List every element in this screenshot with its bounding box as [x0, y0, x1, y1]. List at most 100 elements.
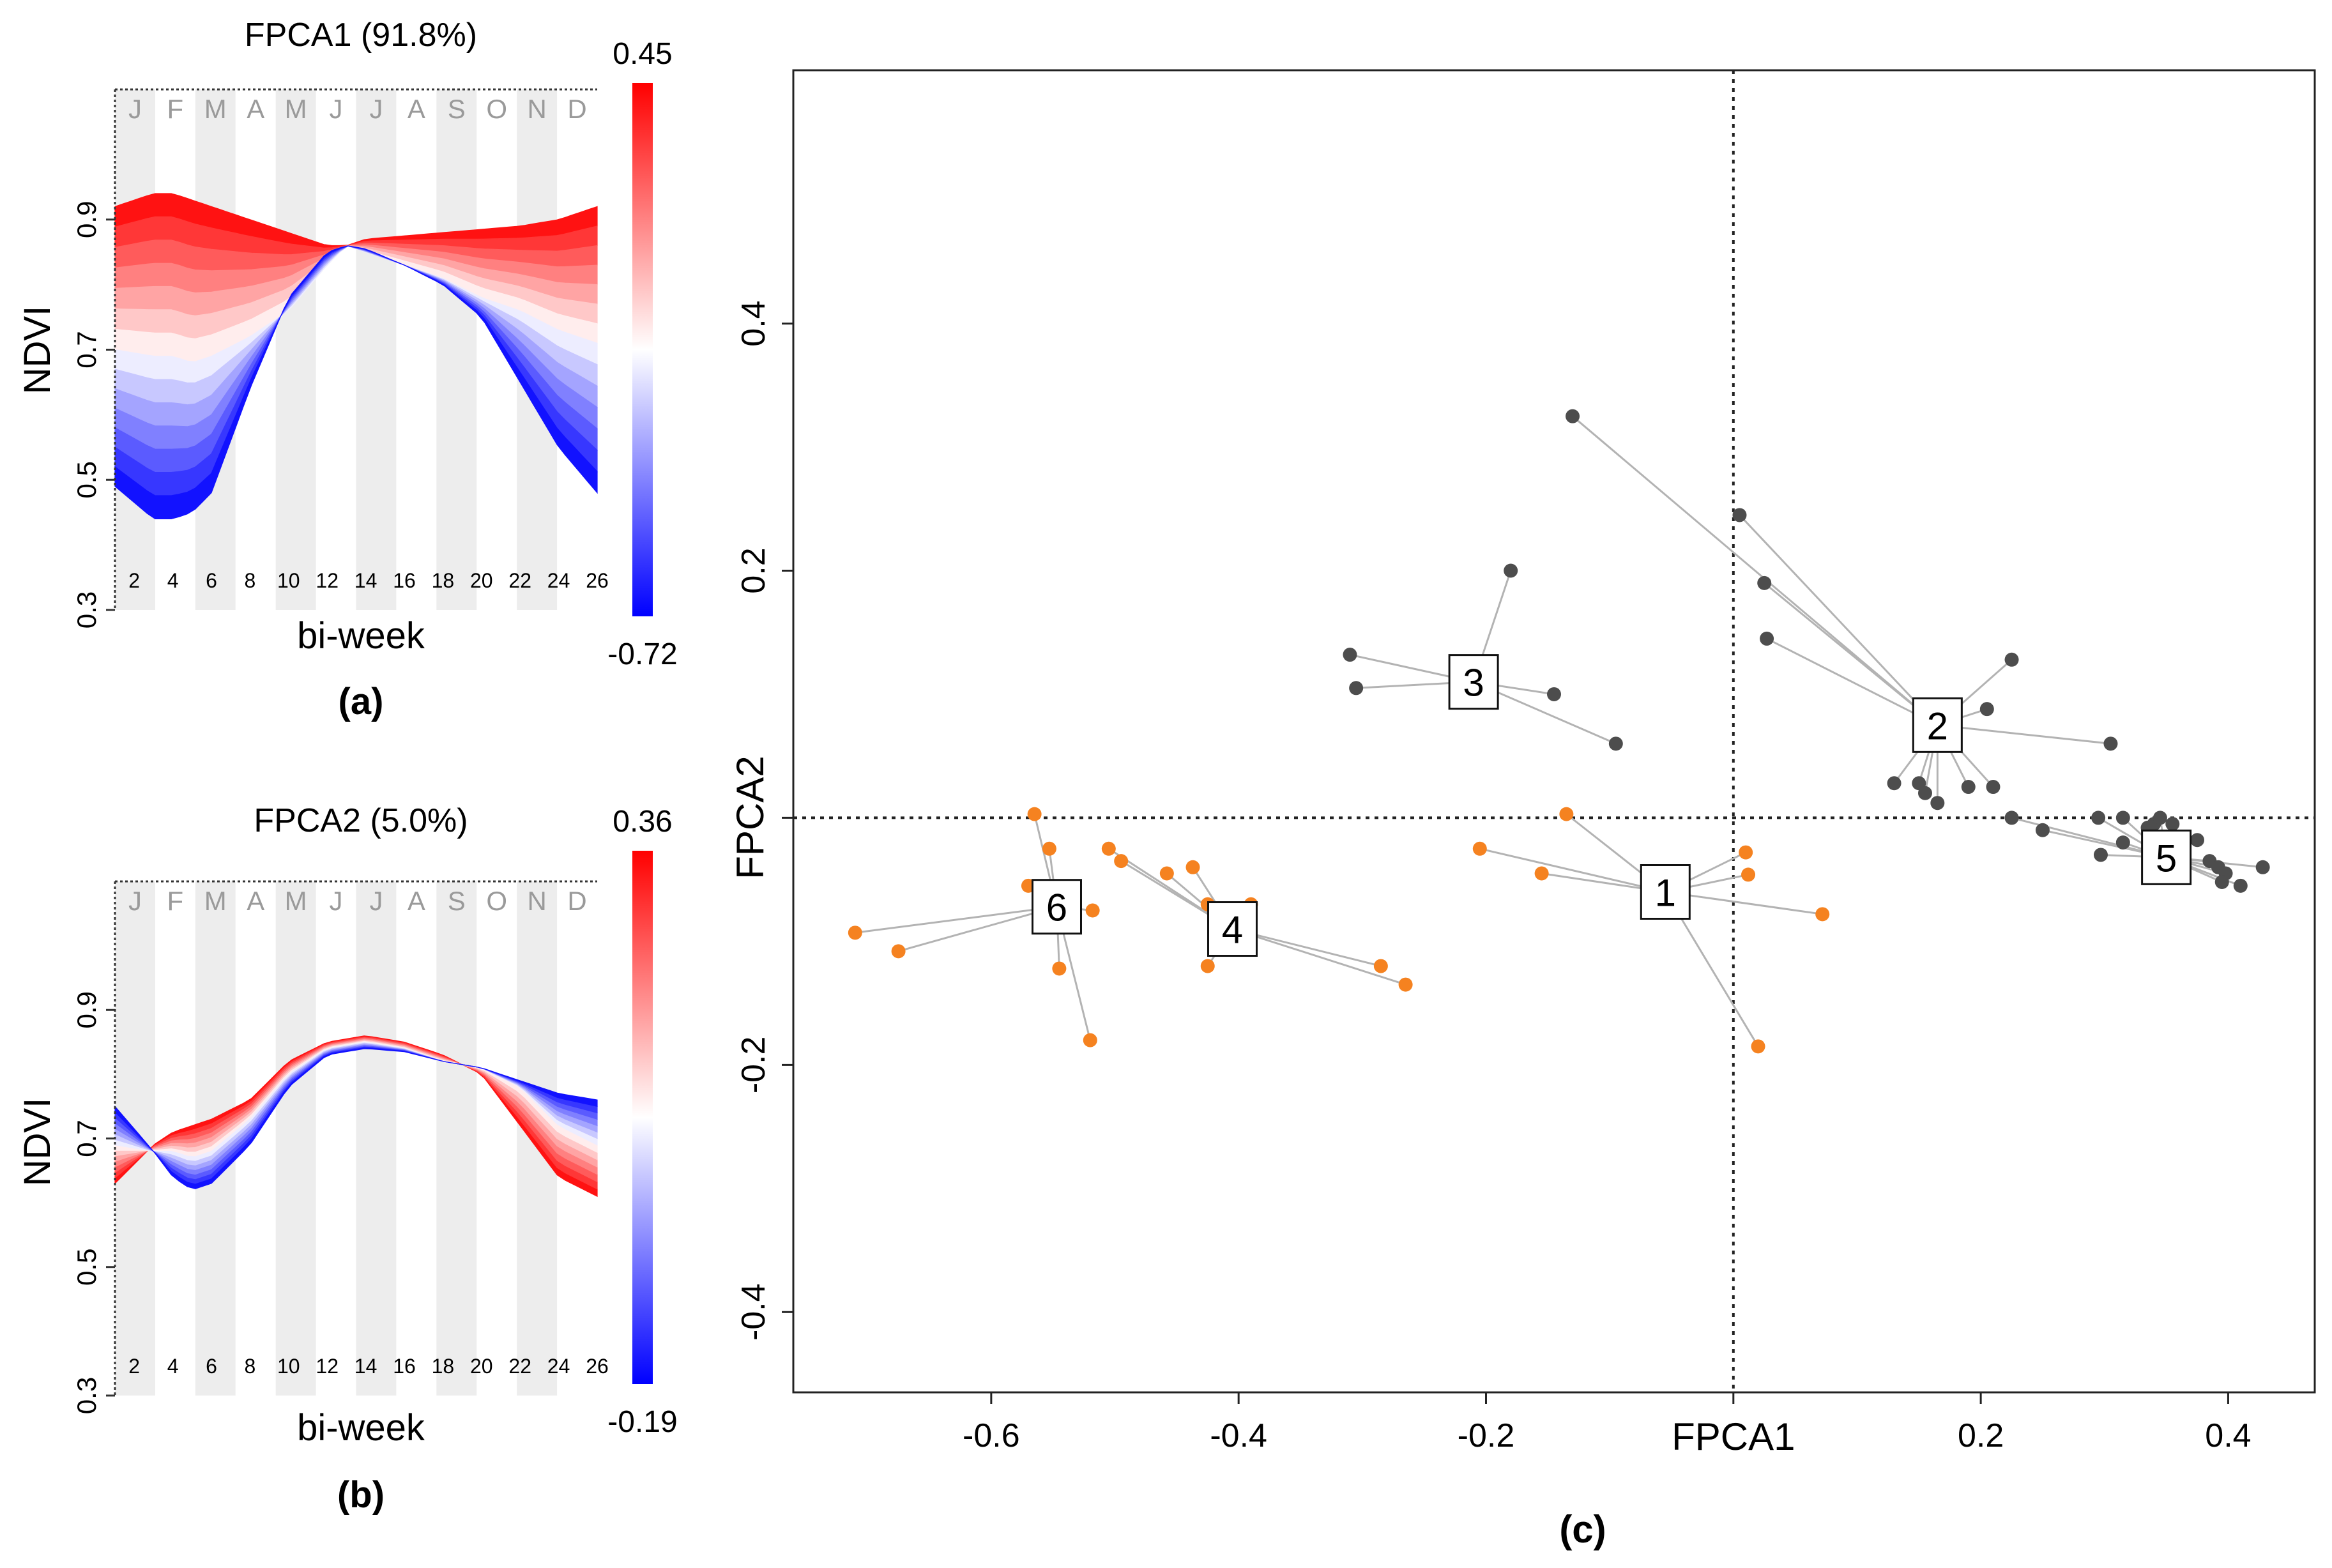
panel-c-point [2093, 848, 2108, 862]
panel-c-point [2153, 811, 2167, 825]
panel-c-point [1986, 780, 2000, 795]
panel-a-x-label: bi-week [297, 615, 425, 657]
b-x-tick-label: 26 [586, 1355, 609, 1378]
panel-c-link-lines [855, 415, 2263, 1047]
panel-c-point [1741, 867, 1756, 882]
panel-c-label: (c) [1559, 1508, 1606, 1551]
panel-c-x-label: FPCA1 [1672, 1415, 1795, 1458]
b-y-tick-label: 0.9 [72, 991, 102, 1028]
a-month-band [356, 89, 397, 610]
a-month-label: F [167, 94, 184, 124]
panel-c: 1 2 3 4 5 6 -0.6 -0.4 -0.2 0.2 0.4 -0.4 -0.2 0.2 0.4… [729, 69, 2316, 1551]
panel-c-point [1979, 702, 1994, 717]
a-x-tick-label: 20 [470, 569, 493, 592]
panel-c-point [1114, 854, 1129, 869]
panel-a-colorbar-max: 0.45 [613, 37, 672, 71]
a-ribbon-band [114, 245, 598, 519]
a-y-tick-label: 0.9 [72, 201, 102, 238]
b-x-tick-label: 20 [470, 1355, 493, 1378]
panel-b-x-label: bi-week [297, 1407, 425, 1449]
panel-c-link-line [1937, 724, 2111, 745]
a-month-band [436, 89, 477, 610]
b-month-label: D [567, 886, 586, 916]
panel-c-cluster-box [1448, 654, 1499, 710]
b-month-label: M [285, 886, 307, 916]
panel-c-point [1815, 907, 1830, 922]
b-x-tick-label: 22 [508, 1355, 531, 1378]
b-x-tick-label: 24 [547, 1355, 570, 1378]
panel-c-x-tick-label: -0.4 [1210, 1417, 1267, 1454]
panel-c-point [1185, 860, 1200, 874]
panel-c-point [1608, 736, 1623, 751]
panel-a-y-ticks: 0.3 0.5 0.7 0.9 [72, 201, 115, 628]
a-month-label: S [448, 94, 466, 124]
a-x-tick-label: 24 [547, 569, 570, 592]
panel-c-link-line [898, 906, 1057, 952]
panel-c-cluster-box [1912, 697, 1963, 753]
b-month-band [436, 881, 477, 1396]
panel-c-point [1930, 796, 1945, 811]
panel-c-point [1343, 648, 1357, 662]
panel-c-point [1200, 959, 1215, 973]
b-y-tick-label: 0.5 [72, 1249, 102, 1286]
panel-c-point [1917, 786, 1932, 800]
panel-a-x-ticks: 2 4 6 8 10 12 14 16 18 20 22 24 26 [128, 569, 608, 592]
b-month-label: J [330, 886, 343, 916]
panel-c-point [1159, 866, 1174, 881]
b-x-tick-label: 10 [277, 1355, 300, 1378]
panel-c-point [1349, 681, 1364, 696]
panel-c-point [1398, 977, 1413, 992]
b-x-tick-label: 16 [393, 1355, 416, 1378]
b-month-label: J [128, 886, 142, 916]
panel-c-point [2190, 833, 2205, 848]
panel-c-point [2214, 875, 2229, 890]
panel-c-x-tick-label: -0.6 [963, 1417, 1020, 1454]
panel-c-point [1101, 841, 1116, 856]
panel-c-cluster-label: 4 [1222, 909, 1243, 952]
b-month-label: F [167, 886, 184, 916]
panel-c-y-label: FPCA2 [729, 756, 772, 879]
a-x-tick-label: 22 [508, 569, 531, 592]
panel-c-point [1887, 776, 1901, 791]
panel-c-point [1083, 1033, 1097, 1047]
a-month-label: J [330, 94, 343, 124]
panel-c-cluster-label: 1 [1655, 871, 1676, 914]
a-month-label: M [204, 94, 227, 124]
a-x-tick-label: 10 [277, 569, 300, 592]
panel-c-point [891, 944, 906, 959]
a-y-tick-label: 0.5 [72, 461, 102, 498]
panel-c-x-ticks: -0.6 -0.4 -0.2 0.2 0.4 [963, 1392, 2252, 1454]
panel-a-colorbar [632, 83, 653, 616]
panel-c-point [1547, 687, 1561, 701]
a-x-tick-label: 16 [393, 569, 416, 592]
panel-c-point [2103, 736, 2118, 751]
panel-b-x-ticks: 2 4 6 8 10 12 14 16 18 20 22 24 26 [128, 1355, 608, 1378]
panel-c-point [1757, 575, 1772, 590]
a-month-label: A [247, 94, 264, 124]
a-month-label: N [527, 94, 546, 124]
panel-a-title: FPCA1 (91.8%) [245, 17, 477, 54]
a-x-tick-label: 4 [167, 569, 179, 592]
b-x-tick-label: 18 [432, 1355, 455, 1378]
b-month-label: S [448, 886, 466, 916]
panel-c-plot-frame [792, 69, 2316, 1394]
panel-b-ribbon [114, 1035, 598, 1198]
panel-c-point [2091, 811, 2106, 825]
panel-a-ribbon [114, 193, 598, 519]
panel-c-y-ticks: -0.4 -0.2 0.2 0.4 [735, 300, 793, 1341]
a-month-label: J [369, 94, 383, 124]
panel-c-point [1085, 903, 1100, 918]
panel-b-colorbar [632, 851, 653, 1384]
panel-c-cluster-box [1031, 879, 1082, 935]
a-y-tick-label: 0.7 [72, 331, 102, 368]
b-month-band [275, 881, 316, 1396]
panel-c-y-tick-label: -0.2 [735, 1037, 772, 1094]
panel-c-point [1373, 959, 1388, 973]
panel-c-cluster-labels: 1 2 3 4 5 6 [1031, 654, 2192, 957]
b-month-label: A [408, 886, 425, 916]
panel-c-point [1732, 508, 1747, 522]
a-x-tick-label: 14 [354, 569, 377, 592]
b-month-label: O [486, 886, 507, 916]
